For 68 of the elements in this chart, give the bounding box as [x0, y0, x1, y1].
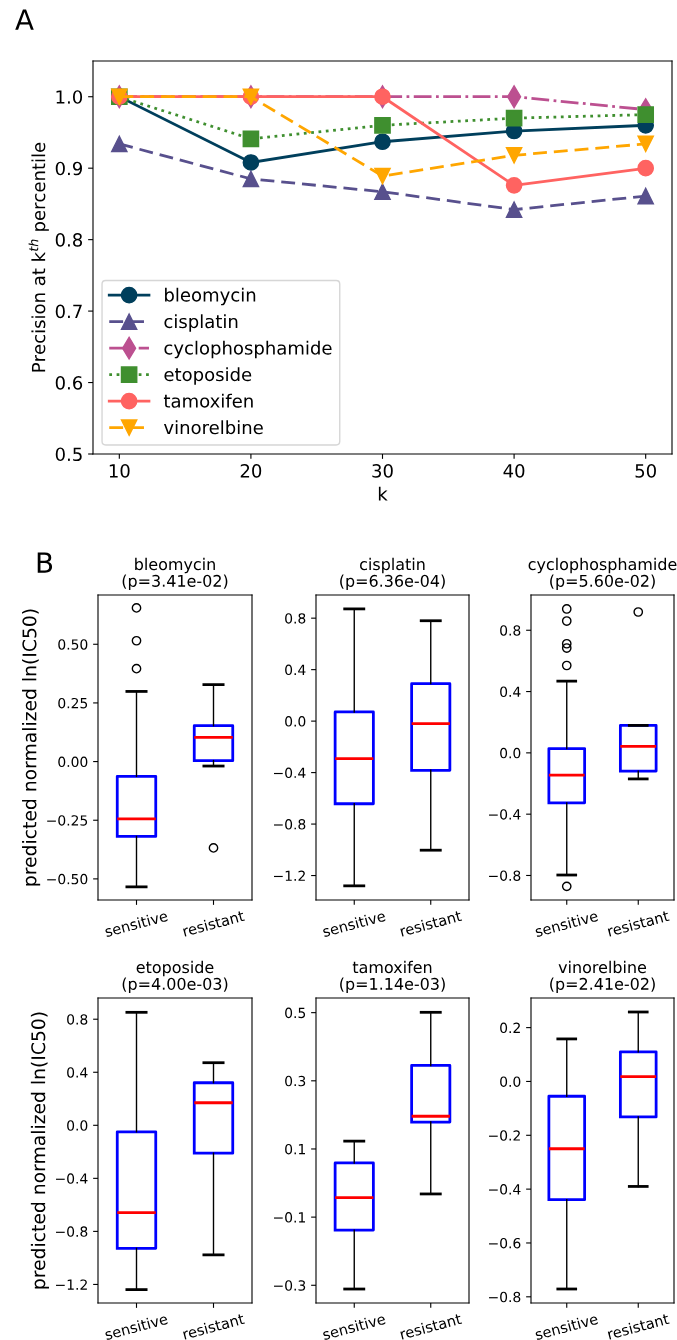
text: A — [15, 9, 34, 30]
y-tick-label: 0.25 — [58, 697, 88, 709]
y-tick-label: 0.0 — [67, 1120, 88, 1131]
chart-title: vinorelbine (p=2.41e-02) — [550, 960, 655, 993]
legend-label: tamoxifen — [163, 393, 253, 408]
y-tick-label: −0.6 — [489, 1237, 521, 1249]
y-axis-title: predicted normalized ln(IC50) — [30, 1012, 49, 1289]
x-tick-label: sensitive — [321, 909, 386, 938]
y-tick-label: 0.2 — [500, 1022, 520, 1034]
x-tick-label: 40 — [503, 464, 525, 478]
x-tick-label: 20 — [240, 464, 262, 478]
y-tick-label: −0.4 — [489, 1184, 521, 1195]
y-tick-label: 0.8 — [500, 625, 521, 636]
y-tick-label: −1.2 — [56, 1279, 87, 1290]
x-tick-label: sensitive — [104, 909, 169, 938]
y-tick-label: −0.25 — [47, 815, 88, 826]
y-tick-label: 0.5 — [55, 447, 82, 462]
y-tick-label: 0.0 — [285, 716, 306, 727]
x-tick-label: sensitive — [104, 1312, 169, 1340]
x-axis-title: k — [378, 486, 388, 501]
y-tick-label: 0.00 — [58, 756, 88, 768]
y-axis-title: predicted normalized ln(IC50) — [22, 609, 41, 886]
chart-title: etoposide (p=4.00e-03) — [122, 960, 228, 993]
y-tick-label: 1.0 — [56, 90, 83, 104]
y-tick-label: −0.8 — [489, 870, 521, 881]
x-tick-label: sensitive — [534, 909, 599, 938]
legend-label: cisplatin — [164, 314, 238, 332]
y-tick-label: 0.0 — [500, 747, 521, 759]
y-tick-label: 0.5 — [285, 1007, 306, 1019]
y-tick-label: 0.4 — [67, 1067, 88, 1078]
legend-label: cyclophosphamide — [164, 340, 332, 359]
chart-title: cisplatin (p=6.36e-04) — [340, 557, 445, 590]
y-tick-label: −0.50 — [47, 873, 88, 885]
legend-label: vinorelbine — [163, 420, 263, 435]
y-tick-label: −0.4 — [489, 809, 521, 820]
y-tick-label: 0.8 — [67, 1014, 88, 1025]
x-tick-label: sensitive — [534, 1312, 599, 1340]
y-tick-label: 0.3 — [285, 1075, 306, 1087]
x-tick-label: sensitive — [321, 1312, 386, 1340]
y-tick-label: 0.4 — [285, 664, 306, 676]
y-tick-label: 0.7 — [55, 304, 82, 319]
x-tick-label: 30 — [372, 464, 393, 478]
y-tick-label: 0.8 — [285, 613, 306, 624]
y-tick-label: 0.8 — [55, 233, 83, 247]
y-tick-label: −0.4 — [274, 767, 306, 779]
x-tick-label: 50 — [635, 464, 656, 478]
y-tick-label: 0.0 — [500, 1076, 521, 1087]
y-tick-label: −1.2 — [274, 870, 305, 881]
text: B — [37, 552, 53, 573]
y-axis-title: Precision at k$^{th}$ percentile — [28, 142, 49, 372]
y-tick-label: −0.4 — [56, 1173, 88, 1184]
y-tick-label: 0.9 — [55, 161, 83, 176]
legend-label: bleomycin — [165, 287, 256, 306]
legend-label: etoposide — [164, 367, 252, 385]
chart-title: tamoxifen (p=1.14e-03) — [340, 960, 445, 993]
y-tick-label: −0.8 — [56, 1226, 88, 1237]
y-tick-label: 0.4 — [500, 686, 521, 698]
y-tick-label: −0.8 — [489, 1291, 521, 1303]
y-tick-label: 0.50 — [58, 639, 88, 650]
y-tick-label: −0.8 — [274, 819, 306, 830]
x-tick-label: 10 — [109, 464, 130, 478]
y-tick-label: 0.1 — [285, 1143, 305, 1155]
y-tick-label: −0.3 — [274, 1280, 306, 1291]
y-tick-label: −0.1 — [274, 1212, 305, 1223]
y-tick-label: −0.2 — [489, 1130, 520, 1141]
chart-title: cyclophosphamide (p=5.60e-02) — [528, 557, 677, 590]
y-tick-label: 0.6 — [55, 376, 83, 390]
chart-title: bleomycin (p=3.41e-02) — [122, 557, 228, 590]
